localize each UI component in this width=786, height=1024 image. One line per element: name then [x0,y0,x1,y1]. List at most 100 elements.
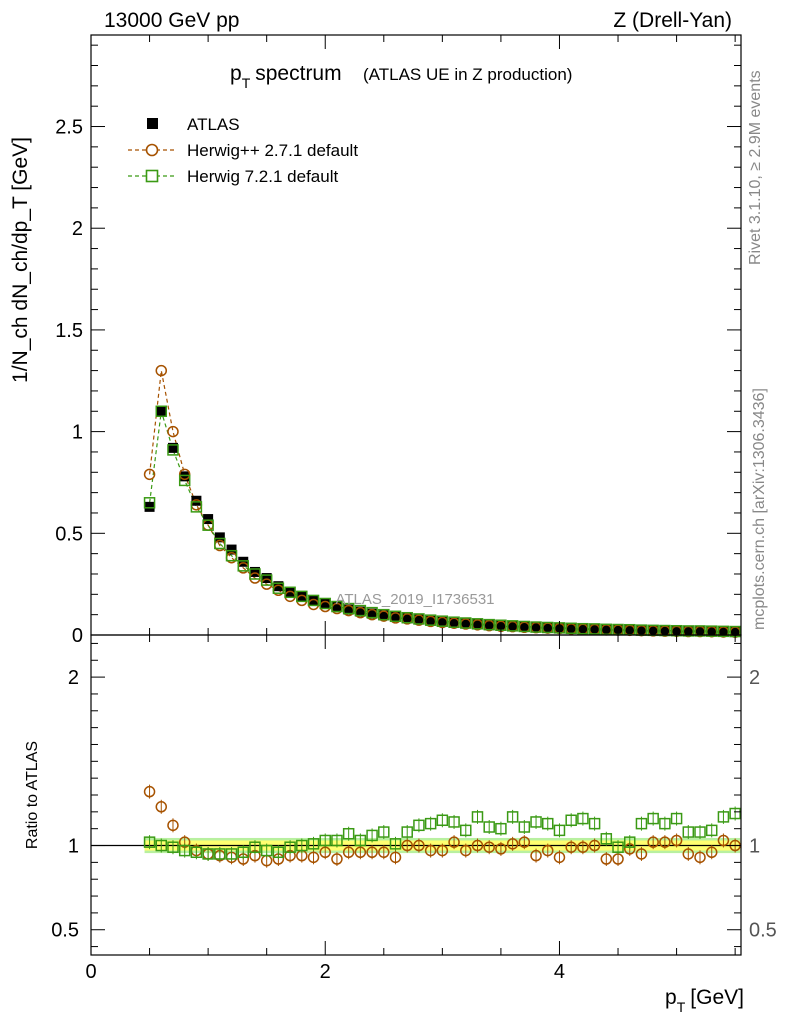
herwigpp-ratio-point [635,848,648,860]
herwig7-ratio-point [307,838,320,850]
herwig7-point [600,623,613,636]
herwigpp-ratio-point [705,846,718,859]
main-subtitle: (ATLAS UE in Z production) [363,65,572,84]
atlas-point [507,621,518,632]
herwig7-point [319,597,331,610]
herwig7-ratio-point [260,844,273,857]
herwigpp-ratio-point [565,841,577,853]
atlas-point [460,618,471,629]
atlas-point [144,501,155,512]
herwig7-point [436,615,449,627]
atlas-point [449,617,460,628]
herwig7-ratio-point [682,826,695,838]
main-title: pT spectrum [230,62,342,91]
herwig7-point [167,444,179,456]
atlas-point [695,626,706,637]
header-right: Z (Drell-Yan) [613,9,732,32]
herwig7-point [682,625,695,637]
atlas-point [706,626,717,637]
atlas-point [156,406,167,417]
herwig7-point [178,474,191,487]
herwig7-ratio-point [577,812,589,825]
ratio-ytick-label-left: 2 [68,667,79,689]
herwig7-ratio-point [729,807,741,820]
herwig7-point [542,621,554,634]
ratio-xtick-label: 0 [85,961,96,983]
ratio-ytick-label-right: 1 [749,836,760,858]
herwig7-ratio-point [319,834,331,847]
herwig7-ratio-point [378,826,390,838]
herwigpp-ratio-point [436,844,449,857]
main-panel: 0 0.5 1 1.5 2 2.5 pT spectrum (ATLAS UE in Z p… [9,34,742,647]
herwigpp-ratio-point [155,801,168,813]
atlas-point [179,471,190,482]
herwig7-ratio-point [214,848,226,860]
atlas-point [519,621,530,632]
legend-herwigpp-marker [145,143,159,157]
main-ytick-label: 2.5 [55,117,83,139]
herwigpp-point [167,425,179,438]
main-ytick-label: 1 [72,422,83,444]
herwig7-point [307,594,320,607]
herwig7-ratio-point [600,833,613,845]
herwigpp-ratio-point [424,844,437,857]
herwig7-point [143,497,156,509]
herwig7-point [565,622,577,635]
main-ytick-label: 2 [72,218,83,240]
legend-atlas-marker [147,118,158,129]
atlas-point [484,620,495,631]
herwig7-ratio-point [623,836,636,848]
atlas-point [402,613,413,624]
herwig7-ratio-point [483,821,495,833]
herwig7-point [471,618,484,630]
herwigpp-ratio-point [413,839,425,852]
x-axis-title-sub: T [677,999,686,1015]
atlas-point [589,624,600,635]
atlas-point [308,595,319,606]
herwig7-ratio-point [717,811,730,823]
ratio-xtick-label: 2 [320,961,331,983]
atlas-point [191,495,202,506]
herwig7-point [717,625,730,638]
herwig7-ratio-point [178,844,191,857]
herwig7-ratio-point [588,817,601,830]
herwigpp-ratio-point [530,849,542,862]
herwig7-point [413,613,425,625]
herwig7-point [331,600,343,613]
herwigpp-ratio-point [167,819,179,832]
herwig7-point [460,617,472,629]
herwig7-ratio-point [272,846,285,859]
atlas-point [601,624,612,635]
main-axes: 0 0.5 1 1.5 2 2.5 [55,35,741,647]
herwigpp-ratio-point [483,841,495,853]
herwig7-point [588,623,601,635]
atlas-point [331,601,342,612]
atlas-point [285,587,296,598]
herwig7-ratio-point [237,846,250,859]
herwig7-ratio-point [167,841,179,853]
herwig7-ratio-point [389,838,402,850]
atlas-point [167,442,178,453]
herwig7-ratio-point [670,812,683,825]
herwigpp-ratio-point [682,848,695,860]
herwigpp-ratio-point [588,839,601,852]
herwig7-ratio-point [366,829,378,842]
x-axis-title: pT [GeV] [665,986,744,1015]
herwig7-point [272,582,285,594]
herwig7-point [401,611,413,624]
herwig7-ratio-point [296,839,308,852]
legend-herwigpp-label: Herwig++ 2.7.1 default [187,141,358,160]
herwig7-ratio-point [448,816,460,828]
ratio-ytick-label-left: 0.5 [51,920,79,942]
atlas-point [378,610,389,621]
atlas-point [624,625,635,636]
herwig7-ratio-point [354,834,367,847]
herwig7-point [284,586,296,599]
atlas-point [203,514,214,525]
legend-herwig7-marker [145,169,159,183]
herwigpp-ratio-point [647,836,659,848]
herwig7-point [389,610,402,623]
herwig7-ratio-point [424,817,437,830]
herwig7-ratio-point [413,819,425,832]
